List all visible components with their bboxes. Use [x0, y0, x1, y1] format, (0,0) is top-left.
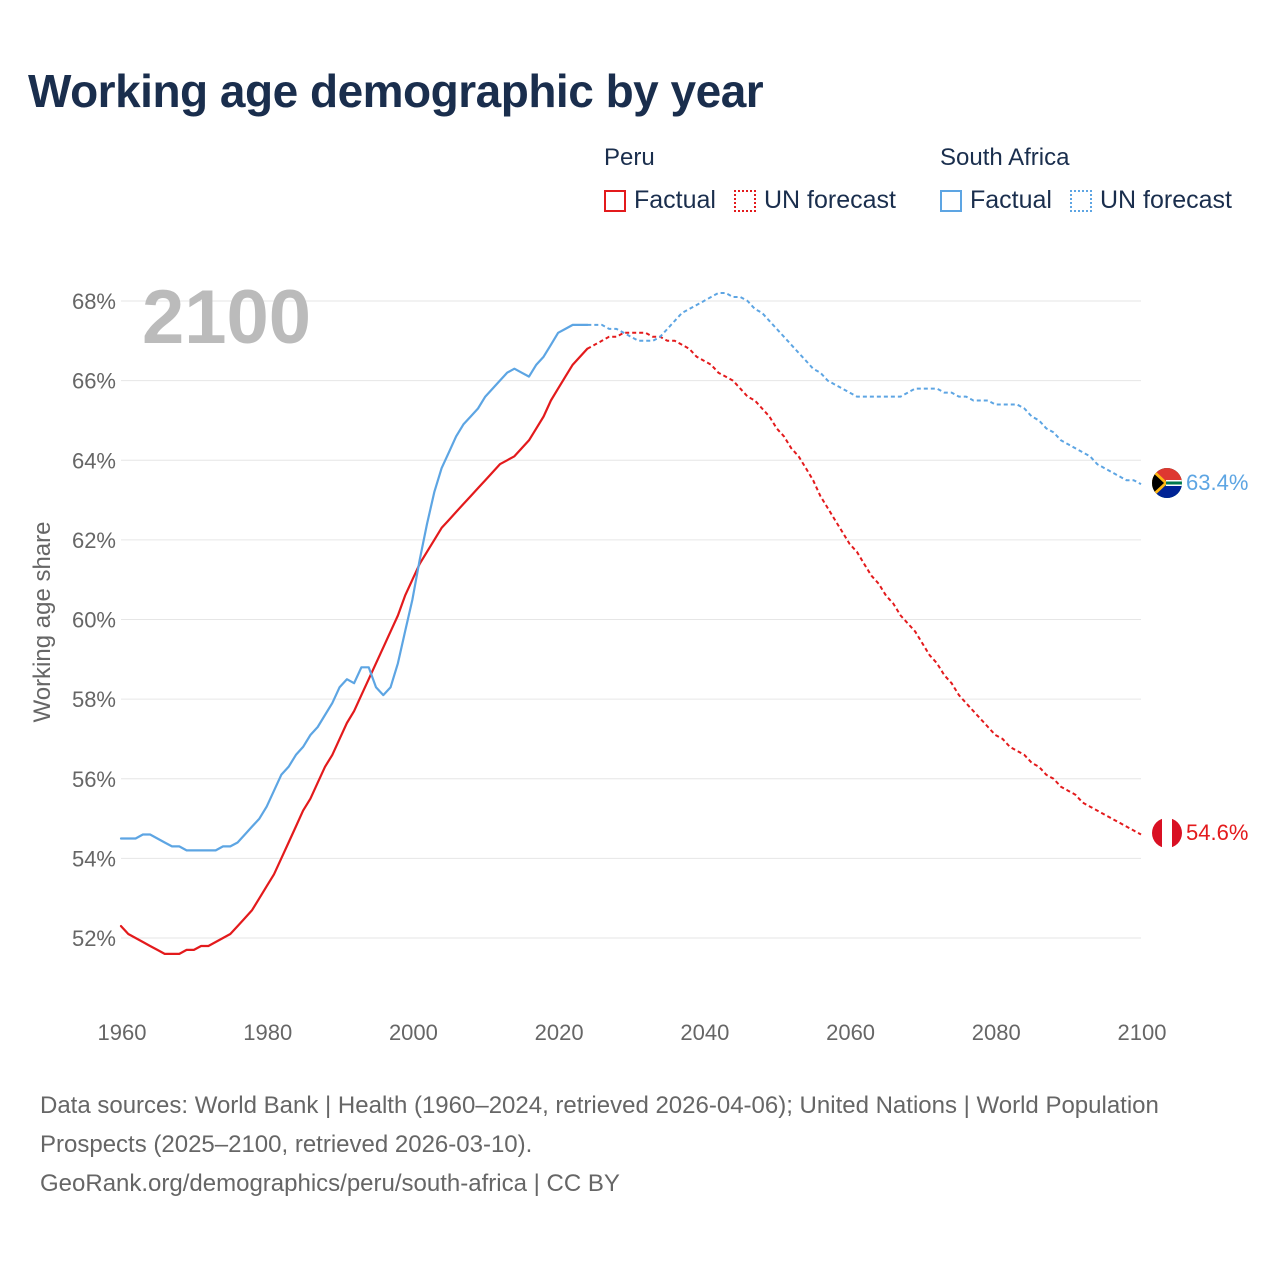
- year-label: 2100: [142, 275, 311, 360]
- legend-group-name-south-africa: South Africa: [940, 144, 1070, 171]
- x-tick-label: 2020: [535, 1020, 584, 1045]
- legend-label: UN forecast: [763, 186, 896, 214]
- y-tick-label: 68%: [72, 289, 116, 314]
- x-tick-label: 2080: [972, 1020, 1021, 1045]
- peru-flag-icon: [1152, 818, 1182, 848]
- line-chart: 52% 54% 56% 58% 60% 62% 64% 66% 68% 1960 1980 2000…: [29, 275, 1248, 1045]
- x-tick-label: 1980: [243, 1020, 292, 1045]
- legend-label: Factual: [970, 186, 1052, 214]
- legend-group-name-peru: Peru: [604, 144, 655, 171]
- legend-group-south-africa: South Africa Factual UN forecast: [940, 144, 1250, 215]
- data-sources: Data sources: World Bank | Health (1960–…: [40, 1092, 1159, 1158]
- footer: Data sources: World Bank | Health (1960–…: [40, 1086, 1220, 1203]
- legend-swatch-dotted-icon: [1069, 189, 1092, 212]
- legend-group-peru: Peru Factual UN forecast: [604, 144, 914, 215]
- y-tick-label: 58%: [72, 687, 116, 712]
- south-africa-flag-icon: [1152, 468, 1182, 498]
- y-axis-title: Working age share: [29, 522, 56, 723]
- source-link[interactable]: GeoRank.org/demographics/peru/south-afri…: [40, 1170, 620, 1197]
- legend-label: Factual: [634, 186, 716, 214]
- end-label-peru: 54.6%: [1186, 820, 1248, 845]
- legend-label: UN forecast: [1099, 186, 1232, 214]
- x-axis-ticks: 1960 1980 2000 2020 2040 2060 2080 2100: [98, 1020, 1167, 1045]
- y-tick-label: 54%: [72, 846, 116, 871]
- y-tick-label: 66%: [72, 369, 116, 394]
- y-tick-label: 56%: [72, 767, 116, 792]
- x-tick-label: 1960: [98, 1020, 147, 1045]
- legend-swatch-dotted-icon: [733, 189, 756, 212]
- x-tick-label: 2100: [1118, 1020, 1167, 1045]
- series-lines: [119, 292, 1142, 956]
- legend-item-south-africa-forecast[interactable]: UN forecast: [1069, 186, 1232, 215]
- series-forecast-peru: [586, 331, 1142, 836]
- series-forecast-south-africa: [587, 292, 1142, 485]
- series-factual-peru: [119, 347, 589, 956]
- y-axis-ticks: 52% 54% 56% 58% 60% 62% 64% 66% 68%: [72, 289, 116, 951]
- y-tick-label: 60%: [72, 608, 116, 633]
- legend-item-south-africa-factual[interactable]: Factual: [940, 186, 1052, 215]
- series-factual-south-africa: [119, 323, 589, 852]
- x-tick-label: 2000: [389, 1020, 438, 1045]
- chart-title: Working age demographic by year: [28, 65, 764, 117]
- grid: [121, 300, 1141, 939]
- legend-item-peru-forecast[interactable]: UN forecast: [733, 186, 896, 215]
- x-tick-label: 2060: [826, 1020, 875, 1045]
- x-tick-label: 2040: [680, 1020, 729, 1045]
- end-label-south-africa: 63.4%: [1186, 470, 1248, 495]
- y-tick-label: 62%: [72, 528, 116, 553]
- legend-swatch-solid-icon: [604, 189, 626, 212]
- y-tick-label: 52%: [72, 926, 116, 951]
- legend-item-peru-factual[interactable]: Factual: [604, 186, 716, 215]
- legend-swatch-solid-icon: [940, 189, 962, 212]
- y-tick-label: 64%: [72, 448, 116, 473]
